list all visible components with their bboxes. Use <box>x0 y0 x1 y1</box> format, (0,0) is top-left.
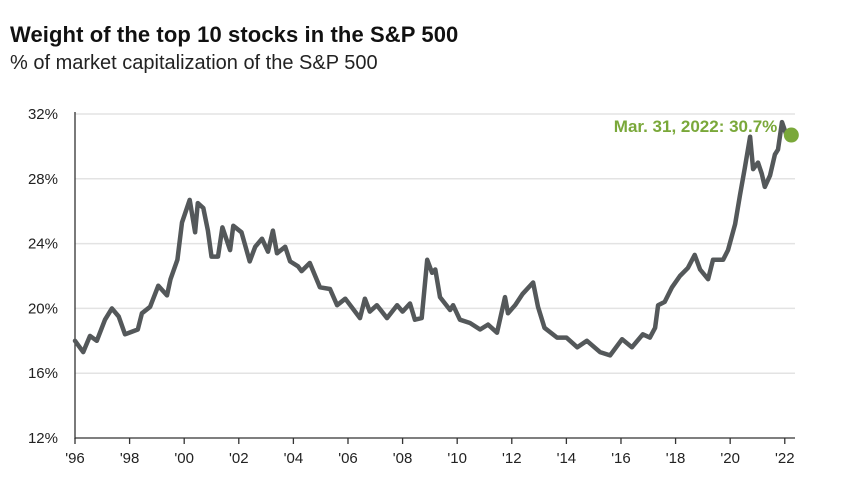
x-tick-label: '00 <box>174 450 194 467</box>
y-tick-label: 32% <box>28 106 58 123</box>
gridlines <box>75 113 795 374</box>
x-tick-label: '96 <box>65 450 85 467</box>
y-tick-label: 28% <box>28 171 58 188</box>
x-tick-label: '22 <box>775 450 795 467</box>
x-tick-label: '98 <box>120 450 140 467</box>
x-tick-label: '08 <box>393 450 413 467</box>
series-group <box>72 119 794 358</box>
chart-title: Weight of the top 10 stocks in the S&P 5… <box>10 22 459 47</box>
x-tick-label: '16 <box>611 450 631 467</box>
y-tick-label: 20% <box>28 300 58 317</box>
y-tick-label: 12% <box>28 430 58 447</box>
x-tick-label: '06 <box>338 450 358 467</box>
chart-subtitle: % of market capitalization of the S&P 50… <box>10 52 378 74</box>
annotations: Mar. 31, 2022: 30.7% <box>614 117 799 143</box>
x-tick-label: '04 <box>284 450 304 467</box>
x-tick-label: '12 <box>502 450 522 467</box>
x-axis-ticks: '96 '98 '00 '02 '04 '06 '08 '10 '12 '14 '16 '18 '20 '… <box>65 438 795 467</box>
x-tick-label: '10 <box>447 450 467 467</box>
x-tick-label: '18 <box>666 450 686 467</box>
annotation-label: Mar. 31, 2022: 30.7% <box>614 117 778 136</box>
x-tick-label: '14 <box>557 450 577 467</box>
y-tick-label: 16% <box>28 365 58 382</box>
x-tick-label: '02 <box>229 450 249 467</box>
latest-value-marker <box>783 127 799 143</box>
x-tick-label: '20 <box>720 450 740 467</box>
y-axis-tick-labels: 12% 16% 20% 24% 28% 32% <box>28 106 58 447</box>
series-line <box>72 119 794 358</box>
y-tick-label: 24% <box>28 236 58 253</box>
